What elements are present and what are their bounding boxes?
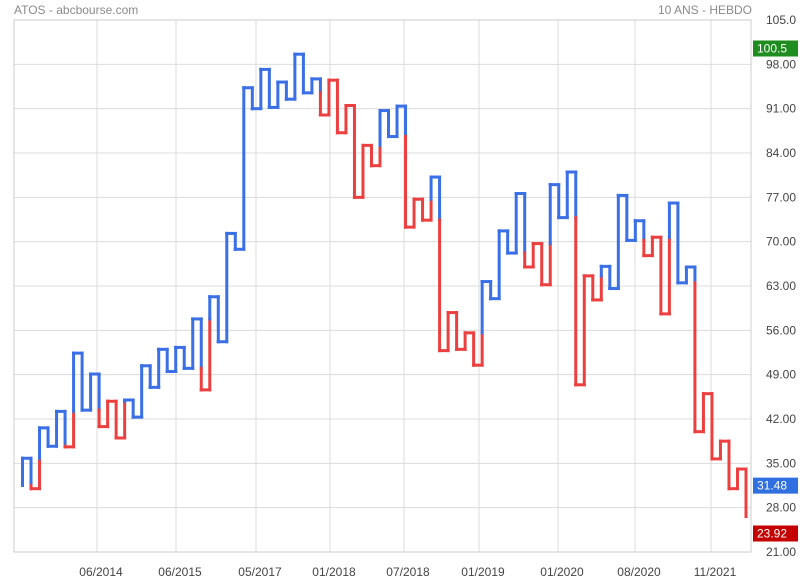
y-tick-label: 63.00 (766, 279, 796, 293)
low-price-badge-box (753, 525, 798, 542)
y-tick-label: 105.0 (766, 13, 796, 27)
chart-period-label: 10 ANS - HEBDO (657, 3, 752, 17)
y-tick-label: 84.00 (766, 146, 796, 160)
y-tick-label: 35.00 (766, 456, 796, 470)
low-price-badge: 23.92 (753, 525, 798, 542)
high-price-badge: 100.5 (753, 40, 798, 57)
y-tick-label: 28.00 (766, 501, 796, 515)
last-price-badge-label: 31.48 (757, 479, 787, 493)
y-tick-label: 70.00 (766, 235, 796, 249)
y-tick-label: 56.00 (766, 323, 796, 337)
x-tick-label: 08/2020 (617, 565, 661, 579)
y-tick-label: 42.00 (766, 412, 796, 426)
high-price-badge-label: 100.5 (757, 42, 787, 56)
kagi-series (21, 52, 748, 519)
x-tick-label: 06/2014 (79, 565, 123, 579)
chart-source-label: ATOS - abcbourse.com (14, 3, 139, 17)
plot-frame (13, 19, 752, 553)
x-tick-label: 07/2018 (386, 565, 430, 579)
last-price-badge-box (753, 477, 798, 494)
x-tick-label: 01/2019 (461, 565, 505, 579)
last-price-badge: 31.48 (753, 477, 798, 494)
y-axis: 105.0 98.00 91.00 84.00 77.00 70.00 63.00 56.00… (766, 13, 796, 559)
high-price-badge-box (753, 40, 798, 57)
low-price-badge-label: 23.92 (757, 527, 787, 541)
x-tick-label: 11/2021 (694, 565, 737, 579)
y-tick-label: 98.00 (766, 57, 796, 71)
x-tick-label: 01/2018 (312, 565, 356, 579)
grid-layer (14, 19, 751, 553)
y-tick-label: 91.00 (766, 102, 796, 116)
y-tick-label: 21.00 (766, 545, 796, 559)
x-tick-label: 01/2020 (540, 565, 584, 579)
y-tick-label: 49.00 (766, 368, 796, 382)
price-badges: 100.5 31.48 23.92 (753, 40, 798, 542)
x-axis: 06/2014 06/2015 05/2017 01/2018 07/2018 01/20… (79, 565, 736, 579)
y-tick-label: 77.00 (766, 190, 796, 204)
x-tick-label: 06/2015 (158, 565, 202, 579)
x-tick-label: 05/2017 (238, 565, 282, 579)
